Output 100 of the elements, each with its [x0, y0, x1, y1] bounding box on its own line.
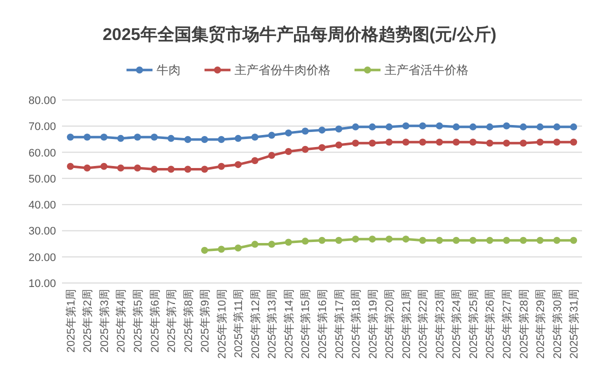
point: [536, 123, 544, 130]
point: [368, 140, 376, 147]
y-tick-label: 30.00: [28, 226, 56, 238]
point: [100, 134, 108, 141]
point: [352, 236, 360, 243]
point: [386, 123, 393, 130]
point: [553, 236, 560, 244]
point: [150, 166, 158, 173]
point: [150, 134, 158, 141]
chart-title: 2025年全国集贸市场牛产品每周价格趋势图(元/公斤): [102, 25, 496, 44]
point: [486, 123, 494, 130]
x-tick-label: 2025年第23周: [434, 289, 446, 359]
y-tick-label: 40.00: [28, 200, 56, 212]
point: [100, 162, 108, 170]
point: [284, 129, 292, 136]
x-tick-label: 2025年第5周: [132, 289, 144, 353]
point: [452, 123, 460, 130]
point: [134, 134, 141, 141]
point: [486, 236, 494, 244]
point: [335, 141, 342, 148]
point: [335, 126, 342, 133]
x-tick-label: 2025年第30周: [552, 289, 564, 359]
point: [302, 146, 309, 153]
point: [66, 162, 74, 170]
x-tick-label: 2025年第10周: [216, 289, 228, 359]
point: [234, 244, 242, 252]
x-tick-label: 2025年第7周: [166, 289, 178, 353]
point: [66, 134, 74, 141]
point: [234, 134, 242, 142]
point: [386, 138, 393, 146]
point: [452, 138, 460, 146]
point: [134, 164, 141, 172]
point: [402, 122, 410, 130]
point: [469, 123, 476, 130]
legend-label: 牛肉: [156, 63, 180, 77]
point: [268, 240, 276, 248]
point: [218, 246, 225, 253]
legend-label: 主产省活牛价格: [384, 63, 468, 77]
x-tick-label: 2025年第16周: [317, 289, 329, 359]
point: [201, 246, 208, 254]
point: [251, 240, 258, 248]
point: [335, 236, 342, 244]
point: [520, 140, 527, 147]
point: [402, 138, 410, 146]
x-tick-label: 2025年第28周: [518, 289, 530, 359]
point: [184, 136, 192, 143]
point: [553, 138, 560, 146]
point: [469, 138, 476, 146]
point: [402, 236, 410, 243]
point: [419, 122, 426, 130]
point: [520, 236, 527, 244]
x-tick-label: 2025年第2周: [82, 289, 94, 353]
point: [503, 236, 510, 244]
point: [386, 236, 393, 243]
point: [368, 123, 376, 130]
point: [536, 138, 544, 146]
y-tick-label: 50.00: [28, 173, 56, 186]
y-tick-label: 70.00: [28, 121, 56, 134]
point: [436, 138, 443, 146]
point: [452, 236, 460, 244]
point: [503, 122, 510, 130]
point: [352, 140, 360, 147]
x-tick-label: 2025年第9周: [200, 289, 212, 353]
point: [218, 162, 225, 170]
x-tick-label: 2025年第14周: [283, 289, 296, 359]
point: [503, 140, 510, 147]
point: [570, 236, 578, 244]
point: [318, 144, 326, 152]
point: [520, 123, 527, 130]
point: [117, 134, 124, 142]
point: [469, 236, 476, 244]
x-tick-label: 2025年第24周: [451, 289, 464, 359]
x-tick-label: 2025年第26周: [484, 289, 497, 359]
point: [268, 132, 276, 139]
point: [352, 123, 360, 130]
point: [201, 166, 208, 173]
point: [318, 126, 326, 134]
x-tick-label: 2025年第1周: [65, 289, 78, 353]
point: [368, 236, 376, 243]
point: [302, 128, 309, 135]
point: [570, 138, 578, 146]
point: [486, 140, 494, 147]
point: [184, 166, 192, 173]
point: [436, 122, 443, 130]
x-tick-label: 2025年第11周: [233, 289, 246, 358]
point: [117, 164, 124, 172]
y-tick-label: 80.00: [28, 95, 56, 107]
x-tick-label: 2025年第25周: [468, 289, 480, 359]
point: [570, 123, 578, 130]
x-tick-label: 2025年第27周: [502, 289, 514, 359]
x-tick-label: 2025年第21周: [400, 289, 413, 359]
point: [168, 134, 175, 142]
point: [284, 148, 292, 155]
y-tick-label: 20.00: [28, 252, 56, 264]
point: [268, 152, 276, 159]
y-tick-label: 60.00: [28, 147, 56, 160]
point: [318, 236, 326, 244]
point: [201, 136, 208, 143]
point: [436, 236, 443, 244]
y-tick-label: 10.00: [28, 278, 56, 290]
